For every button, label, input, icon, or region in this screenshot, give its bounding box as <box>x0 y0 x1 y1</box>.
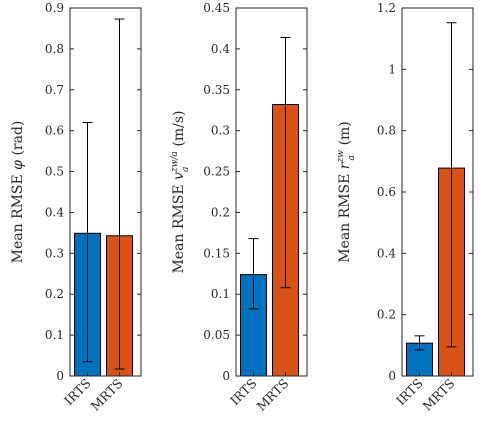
x-tick-label-mrts: MRTS <box>88 376 126 414</box>
axes-box <box>69 7 142 377</box>
y-tick-label: 0.2 <box>377 308 396 322</box>
y-tick-label: 0 <box>56 369 64 383</box>
y-tick-label: 0.1 <box>45 328 64 342</box>
y-tick-label: 0.8 <box>377 124 396 138</box>
y-tick-label: 0.9 <box>45 1 64 15</box>
y-tick-label: 0.45 <box>203 1 230 15</box>
y-label-unit: (m/s) <box>171 110 187 151</box>
y-label-unit: (m) <box>337 121 353 150</box>
y-label-unit: (rad) <box>10 121 26 160</box>
y-tick-label: 0.3 <box>211 124 230 138</box>
y-tick-label: 1.2 <box>377 1 396 15</box>
y-label-symbol: r <box>337 161 353 169</box>
axes-box <box>401 7 474 377</box>
y-label-subscript: a <box>347 155 357 160</box>
y-axis-label: Mean RMSE vzw/aa (m/s) <box>170 110 191 273</box>
y-tick-label: 0.7 <box>45 83 64 97</box>
y-label-prefix: Mean RMSE <box>10 170 26 264</box>
chart-panel-2: 00.050.10.150.20.250.30.350.40.45IRTSMRT… <box>170 1 308 414</box>
y-label-symbol: φ <box>10 160 26 170</box>
y-label-superscript: zw/a <box>170 151 180 173</box>
y-tick-label: 0.15 <box>203 246 230 260</box>
y-tick-label: 0 <box>388 369 396 383</box>
y-tick-label: 0.05 <box>203 328 230 342</box>
y-tick-label: 0.2 <box>211 205 230 219</box>
y-tick-label: 0.4 <box>377 246 396 260</box>
y-tick-label: 0.5 <box>45 165 64 179</box>
y-axis-label: Mean RMSE rzwa (m) <box>336 121 357 263</box>
y-tick-label: 0.6 <box>377 185 396 199</box>
y-label-prefix: Mean RMSE <box>171 180 187 274</box>
y-tick-label: 0.6 <box>45 124 64 138</box>
axes-box <box>235 7 308 377</box>
y-axis-label: Mean RMSE φ (rad) <box>10 121 26 264</box>
y-tick-label: 0 <box>222 369 230 383</box>
y-tick-label: 0.8 <box>45 42 64 56</box>
y-label-prefix: Mean RMSE <box>337 169 353 263</box>
y-tick-label: 0.4 <box>45 205 64 219</box>
x-tick-label-mrts: MRTS <box>254 376 292 414</box>
x-tick-label-mrts: MRTS <box>420 376 458 414</box>
y-tick-label: 0.35 <box>203 83 230 97</box>
y-tick-label: 1 <box>388 62 396 76</box>
y-label-symbol: v <box>171 172 187 180</box>
y-tick-label: 0.2 <box>45 287 64 301</box>
y-label-superscript: zw <box>336 150 346 164</box>
y-tick-label: 0.4 <box>211 42 230 56</box>
y-label-subscript: a <box>181 167 191 172</box>
y-tick-label: 0.1 <box>211 287 230 301</box>
y-tick-label: 0.3 <box>45 246 64 260</box>
y-tick-label: 0.25 <box>203 165 230 179</box>
chart-panel-1: 00.10.20.30.40.50.60.70.80.9IRTSMRTSMean… <box>10 1 142 414</box>
